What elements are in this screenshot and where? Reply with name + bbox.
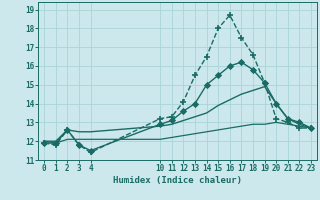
X-axis label: Humidex (Indice chaleur): Humidex (Indice chaleur) [113,176,242,185]
